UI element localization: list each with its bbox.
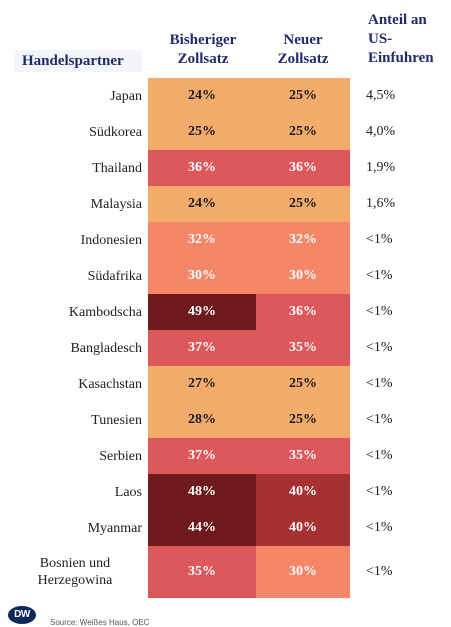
header-partner: Handelspartner — [14, 50, 142, 72]
import-share-value: 1,6% — [366, 196, 396, 211]
new-rate-cell: 35% — [256, 438, 350, 474]
partner-label: Bosnien und Herzegowina — [37, 556, 113, 588]
import-share-value: <1% — [366, 520, 393, 535]
import-share-value: <1% — [366, 304, 393, 319]
old-rate-cell: 35% — [148, 546, 256, 598]
old-rate-cell: 49% — [148, 294, 256, 330]
import-share-value: <1% — [366, 232, 393, 247]
header-share-line3: Einfuhren — [368, 50, 434, 66]
table-row: Tunesien 28% 25% <1% — [0, 402, 451, 438]
import-share-value: <1% — [366, 448, 393, 463]
new-rate-cell: 40% — [256, 510, 350, 546]
header-new-rate: Neuer Zollsatz — [256, 31, 350, 69]
new-rate-cell: 36% — [256, 294, 350, 330]
import-share-value: <1% — [366, 412, 393, 427]
old-rate-cell: 32% — [148, 222, 256, 258]
import-share-value: <1% — [366, 340, 393, 355]
table-row: Bangladesch 37% 35% <1% — [0, 330, 451, 366]
old-rate-cell: 37% — [148, 438, 256, 474]
new-rate-cell: 40% — [256, 474, 350, 510]
new-rate-cell: 35% — [256, 330, 350, 366]
import-share-value: 4,5% — [366, 88, 396, 103]
partner-label: Serbien — [99, 448, 142, 464]
import-share-value: <1% — [366, 484, 393, 499]
new-rate-cell: 25% — [256, 186, 350, 222]
partner-label: Südafrika — [87, 268, 142, 284]
table-row: Malaysia 24% 25% 1,6% — [0, 186, 451, 222]
partner-label: Japan — [110, 88, 142, 104]
header-old-rate: Bisheriger Zollsatz — [150, 31, 256, 69]
partner-label: Indonesien — [80, 232, 142, 248]
partner-label: Thailand — [92, 160, 142, 176]
footer: DW Source: Weißes Haus, OEC — [8, 605, 150, 627]
header-share-line2: US- — [368, 31, 393, 47]
new-rate-cell: 25% — [256, 78, 350, 114]
table-row: Südafrika 30% 30% <1% — [0, 258, 451, 294]
table-row: Myanmar 44% 40% <1% — [0, 510, 451, 546]
old-rate-cell: 28% — [148, 402, 256, 438]
table-row: Laos 48% 40% <1% — [0, 474, 451, 510]
old-rate-cell: 36% — [148, 150, 256, 186]
old-rate-cell: 48% — [148, 474, 256, 510]
old-rate-cell: 37% — [148, 330, 256, 366]
partner-label: Laos — [114, 484, 142, 500]
header-share-line1: Anteil an — [368, 12, 427, 28]
partner-label: Südkorea — [89, 124, 142, 140]
old-rate-cell: 27% — [148, 366, 256, 402]
table-row: Serbien 37% 35% <1% — [0, 438, 451, 474]
table-row: Kasachstan 27% 25% <1% — [0, 366, 451, 402]
old-rate-cell: 24% — [148, 78, 256, 114]
header-old-rate-line2: Zollsatz — [177, 51, 229, 67]
dw-logo-icon: DW — [8, 605, 36, 624]
header-old-rate-line1: Bisheriger — [169, 32, 237, 48]
old-rate-cell: 44% — [148, 510, 256, 546]
new-rate-cell: 25% — [256, 402, 350, 438]
new-rate-cell: 32% — [256, 222, 350, 258]
table-row: Bosnien und Herzegowina 35% 30% <1% — [0, 546, 451, 598]
partner-label: Kasachstan — [78, 376, 142, 392]
old-rate-cell: 24% — [148, 186, 256, 222]
old-rate-cell: 30% — [148, 258, 256, 294]
table-row: Japan 24% 25% 4,5% — [0, 78, 451, 114]
old-rate-cell: 25% — [148, 114, 256, 150]
table-row: Indonesien 32% 32% <1% — [0, 222, 451, 258]
table-row: Thailand 36% 36% 1,9% — [0, 150, 451, 186]
import-share-value: 4,0% — [366, 124, 396, 139]
new-rate-cell: 30% — [256, 258, 350, 294]
import-share-value: <1% — [366, 268, 393, 283]
header-share: Anteil an US- Einfuhren — [368, 11, 448, 68]
partner-label: Kambodscha — [68, 304, 142, 320]
partner-label: Myanmar — [87, 520, 142, 536]
import-share-value: <1% — [366, 564, 393, 579]
header-new-rate-line1: Neuer — [283, 32, 323, 48]
source-note: Source: Weißes Haus, OEC — [50, 618, 150, 627]
partner-label: Bangladesch — [70, 340, 142, 356]
import-share-value: <1% — [366, 376, 393, 391]
header-new-rate-line2: Zollsatz — [277, 51, 329, 67]
new-rate-cell: 25% — [256, 114, 350, 150]
table-row: Südkorea 25% 25% 4,0% — [0, 114, 451, 150]
partner-label: Tunesien — [91, 412, 142, 428]
new-rate-cell: 30% — [256, 546, 350, 598]
import-share-value: 1,9% — [366, 160, 396, 175]
new-rate-cell: 36% — [256, 150, 350, 186]
table-row: Kambodscha 49% 36% <1% — [0, 294, 451, 330]
partner-label: Malaysia — [90, 196, 142, 212]
new-rate-cell: 25% — [256, 366, 350, 402]
